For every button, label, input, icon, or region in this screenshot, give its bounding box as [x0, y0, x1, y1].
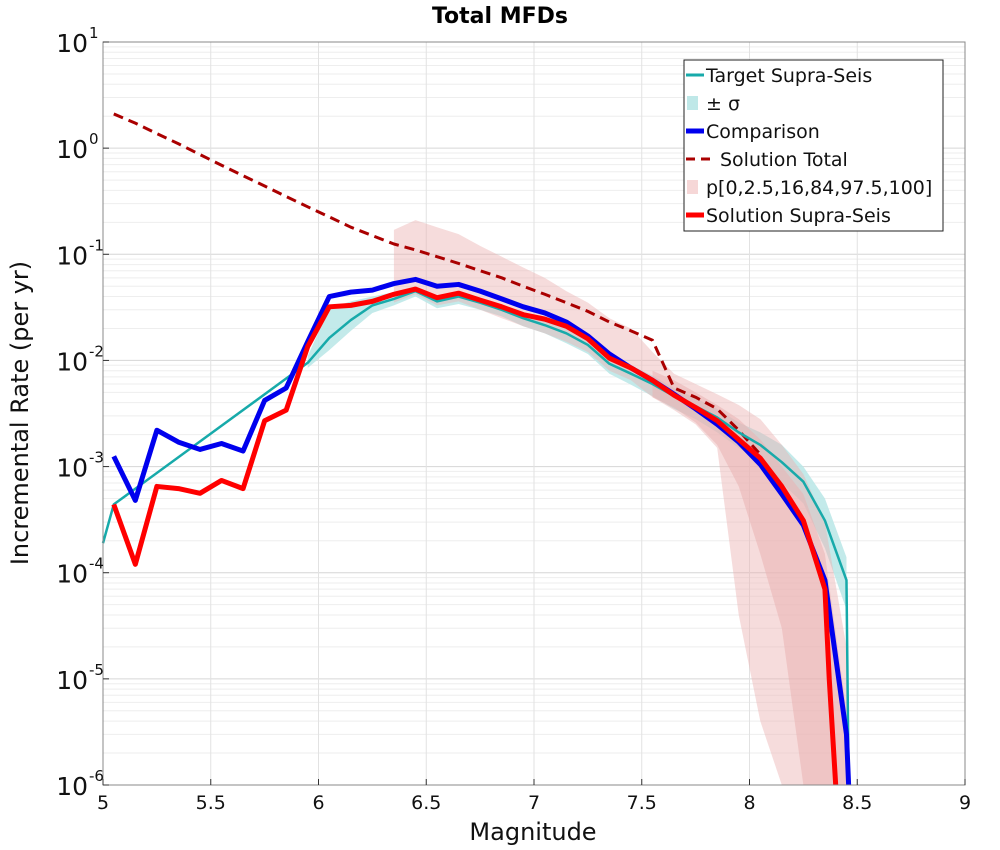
x-tick-label: 8.5 [842, 792, 872, 814]
chart-title: Total MFDs [432, 4, 568, 29]
x-tick-label: 5 [97, 792, 109, 814]
y-tick-label: 10 [56, 135, 88, 164]
y-tick-label: 10 [56, 347, 88, 376]
ticks: 5 5.5 6 6.5 7 7.5 8 8.5 910 110 010 -110 -210 -310 -41… [56, 24, 971, 814]
x-tick-label: 7 [528, 792, 540, 814]
y-tick-label: 10 [56, 454, 88, 483]
y-tick-exponent: -3 [89, 449, 104, 467]
band-2 [652, 370, 847, 785]
legend-label: Target Supra-Seis [705, 65, 872, 87]
series-lines [101, 112, 852, 786]
y-tick-exponent: 0 [89, 130, 99, 148]
y-tick-exponent: -1 [89, 236, 104, 254]
legend-label: ± σ [706, 93, 740, 115]
y-tick-exponent: -5 [89, 661, 104, 679]
x-tick-label: 6.5 [411, 792, 441, 814]
x-tick-label: 5.5 [196, 792, 226, 814]
y-axis-label: Incremental Rate (per yr) [6, 261, 34, 565]
legend-label: p[0,2.5,16,84,97.5,100] [706, 177, 932, 199]
y-tick-label: 10 [56, 241, 88, 270]
y-tick-label: 10 [56, 560, 88, 589]
band-0 [307, 288, 847, 610]
legend-swatch [687, 96, 698, 110]
legend-box [683, 59, 944, 232]
y-tick-label: 10 [56, 772, 88, 801]
series-line-3 [111, 286, 839, 786]
y-tick-exponent: -2 [89, 342, 104, 360]
x-tick-label: 9 [959, 792, 971, 814]
x-axis-label: Magnitude [469, 818, 596, 846]
y-tick-exponent: -6 [89, 767, 104, 785]
y-tick-label: 10 [56, 29, 88, 58]
legend-label: Solution Total [720, 149, 848, 171]
bands [307, 220, 847, 785]
series-line-0 [113, 112, 762, 456]
y-tick-exponent: 1 [89, 24, 99, 42]
legend-label: Comparison [706, 121, 820, 143]
x-tick-label: 7.5 [627, 792, 657, 814]
legend-swatch [687, 180, 698, 194]
legend: Target Supra-Seis ± σ Comparison Solution T… [683, 59, 944, 232]
legend-label: Solution Supra-Seis [706, 205, 891, 227]
y-tick-exponent: -4 [89, 555, 104, 573]
series-line-1 [101, 289, 850, 786]
x-tick-label: 8 [743, 792, 755, 814]
x-tick-label: 6 [312, 792, 324, 814]
y-tick-label: 10 [56, 666, 88, 695]
